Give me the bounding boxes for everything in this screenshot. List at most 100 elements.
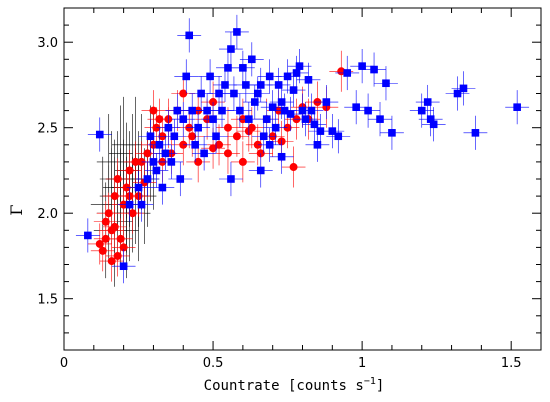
data-point	[164, 123, 173, 132]
data-point	[417, 106, 426, 115]
data-point	[262, 115, 271, 123]
data-point	[277, 152, 286, 161]
data-point	[265, 141, 274, 149]
data-point	[185, 31, 194, 40]
data-point	[313, 141, 322, 149]
series-1	[87, 50, 354, 282]
data-point	[295, 62, 304, 70]
data-point	[188, 132, 197, 141]
data-point	[215, 89, 223, 98]
data-point	[253, 89, 262, 98]
data-point	[95, 130, 104, 139]
x-tick-label: 1	[358, 356, 366, 371]
data-point	[352, 103, 360, 111]
data-point	[98, 246, 107, 255]
data-point	[191, 141, 199, 149]
data-point	[364, 106, 372, 115]
data-point	[233, 28, 241, 36]
data-point	[289, 86, 298, 94]
data-point	[161, 149, 170, 158]
data-point	[113, 175, 122, 183]
data-point	[358, 62, 366, 70]
data-point	[274, 81, 283, 89]
data-point	[239, 64, 247, 72]
data-point	[167, 158, 176, 166]
x-axis-label: Countrate [counts s−1]	[204, 376, 385, 394]
data-point	[223, 149, 232, 158]
data-point	[134, 183, 143, 192]
data-point	[242, 81, 250, 89]
data-point	[224, 64, 232, 72]
data-point	[236, 106, 244, 115]
data-point	[110, 192, 119, 201]
data-point	[334, 132, 343, 141]
data-point	[170, 132, 179, 141]
data-point	[265, 72, 274, 81]
y-tick-label: 2.0	[37, 207, 58, 222]
data-point	[143, 149, 152, 158]
data-point	[283, 72, 292, 81]
data-point	[301, 115, 310, 123]
data-point	[137, 200, 146, 209]
data-point	[179, 115, 188, 123]
data-point	[119, 243, 128, 252]
data-point	[176, 175, 185, 183]
data-point	[307, 106, 316, 115]
data-point	[95, 239, 104, 248]
data-point	[149, 158, 158, 166]
data-point	[370, 65, 378, 74]
data-point	[343, 69, 352, 77]
data-point	[277, 98, 286, 106]
data-point	[104, 209, 113, 218]
data-point	[310, 120, 319, 129]
data-point	[227, 175, 235, 183]
data-point	[182, 72, 191, 81]
data-point	[128, 209, 137, 218]
data-point	[268, 103, 277, 111]
data-point	[221, 81, 229, 89]
series-2	[75, 14, 530, 284]
data-point	[328, 127, 337, 135]
x-tick-label: 0.5	[203, 356, 224, 371]
y-tick-label: 3.0	[37, 36, 58, 51]
data-point	[215, 140, 224, 149]
data-point	[453, 89, 462, 98]
data-point	[251, 98, 259, 106]
data-point	[471, 129, 480, 137]
data-point	[426, 115, 435, 123]
data-point	[227, 45, 235, 53]
data-point	[101, 234, 110, 243]
data-point	[280, 106, 289, 115]
data-point	[146, 132, 155, 141]
data-point	[388, 129, 396, 137]
data-point	[459, 84, 468, 93]
data-point	[376, 115, 384, 123]
data-point	[84, 231, 92, 240]
data-point	[248, 55, 256, 64]
data-point	[158, 183, 167, 192]
data-point	[116, 234, 125, 243]
y-tick-label: 2.5	[37, 122, 58, 137]
data-point	[110, 222, 119, 231]
data-point	[289, 163, 298, 172]
data-point	[188, 106, 196, 115]
data-point	[119, 262, 128, 271]
data-point	[209, 144, 218, 153]
data-point	[197, 89, 205, 98]
x-tick-label: 0	[60, 356, 68, 371]
data-point	[232, 132, 241, 141]
data-point	[209, 115, 217, 123]
x-tick-label: 1.5	[501, 356, 522, 371]
data-point	[245, 115, 253, 123]
y-axis-label: Γ	[7, 204, 26, 215]
data-point	[206, 72, 214, 81]
data-point	[292, 69, 301, 77]
data-point	[223, 123, 232, 132]
data-point	[238, 157, 247, 166]
data-point	[194, 123, 202, 132]
y-tick-label: 1.5	[37, 293, 58, 308]
data-point	[179, 89, 188, 98]
data-point	[271, 123, 280, 132]
data-point	[259, 132, 268, 141]
